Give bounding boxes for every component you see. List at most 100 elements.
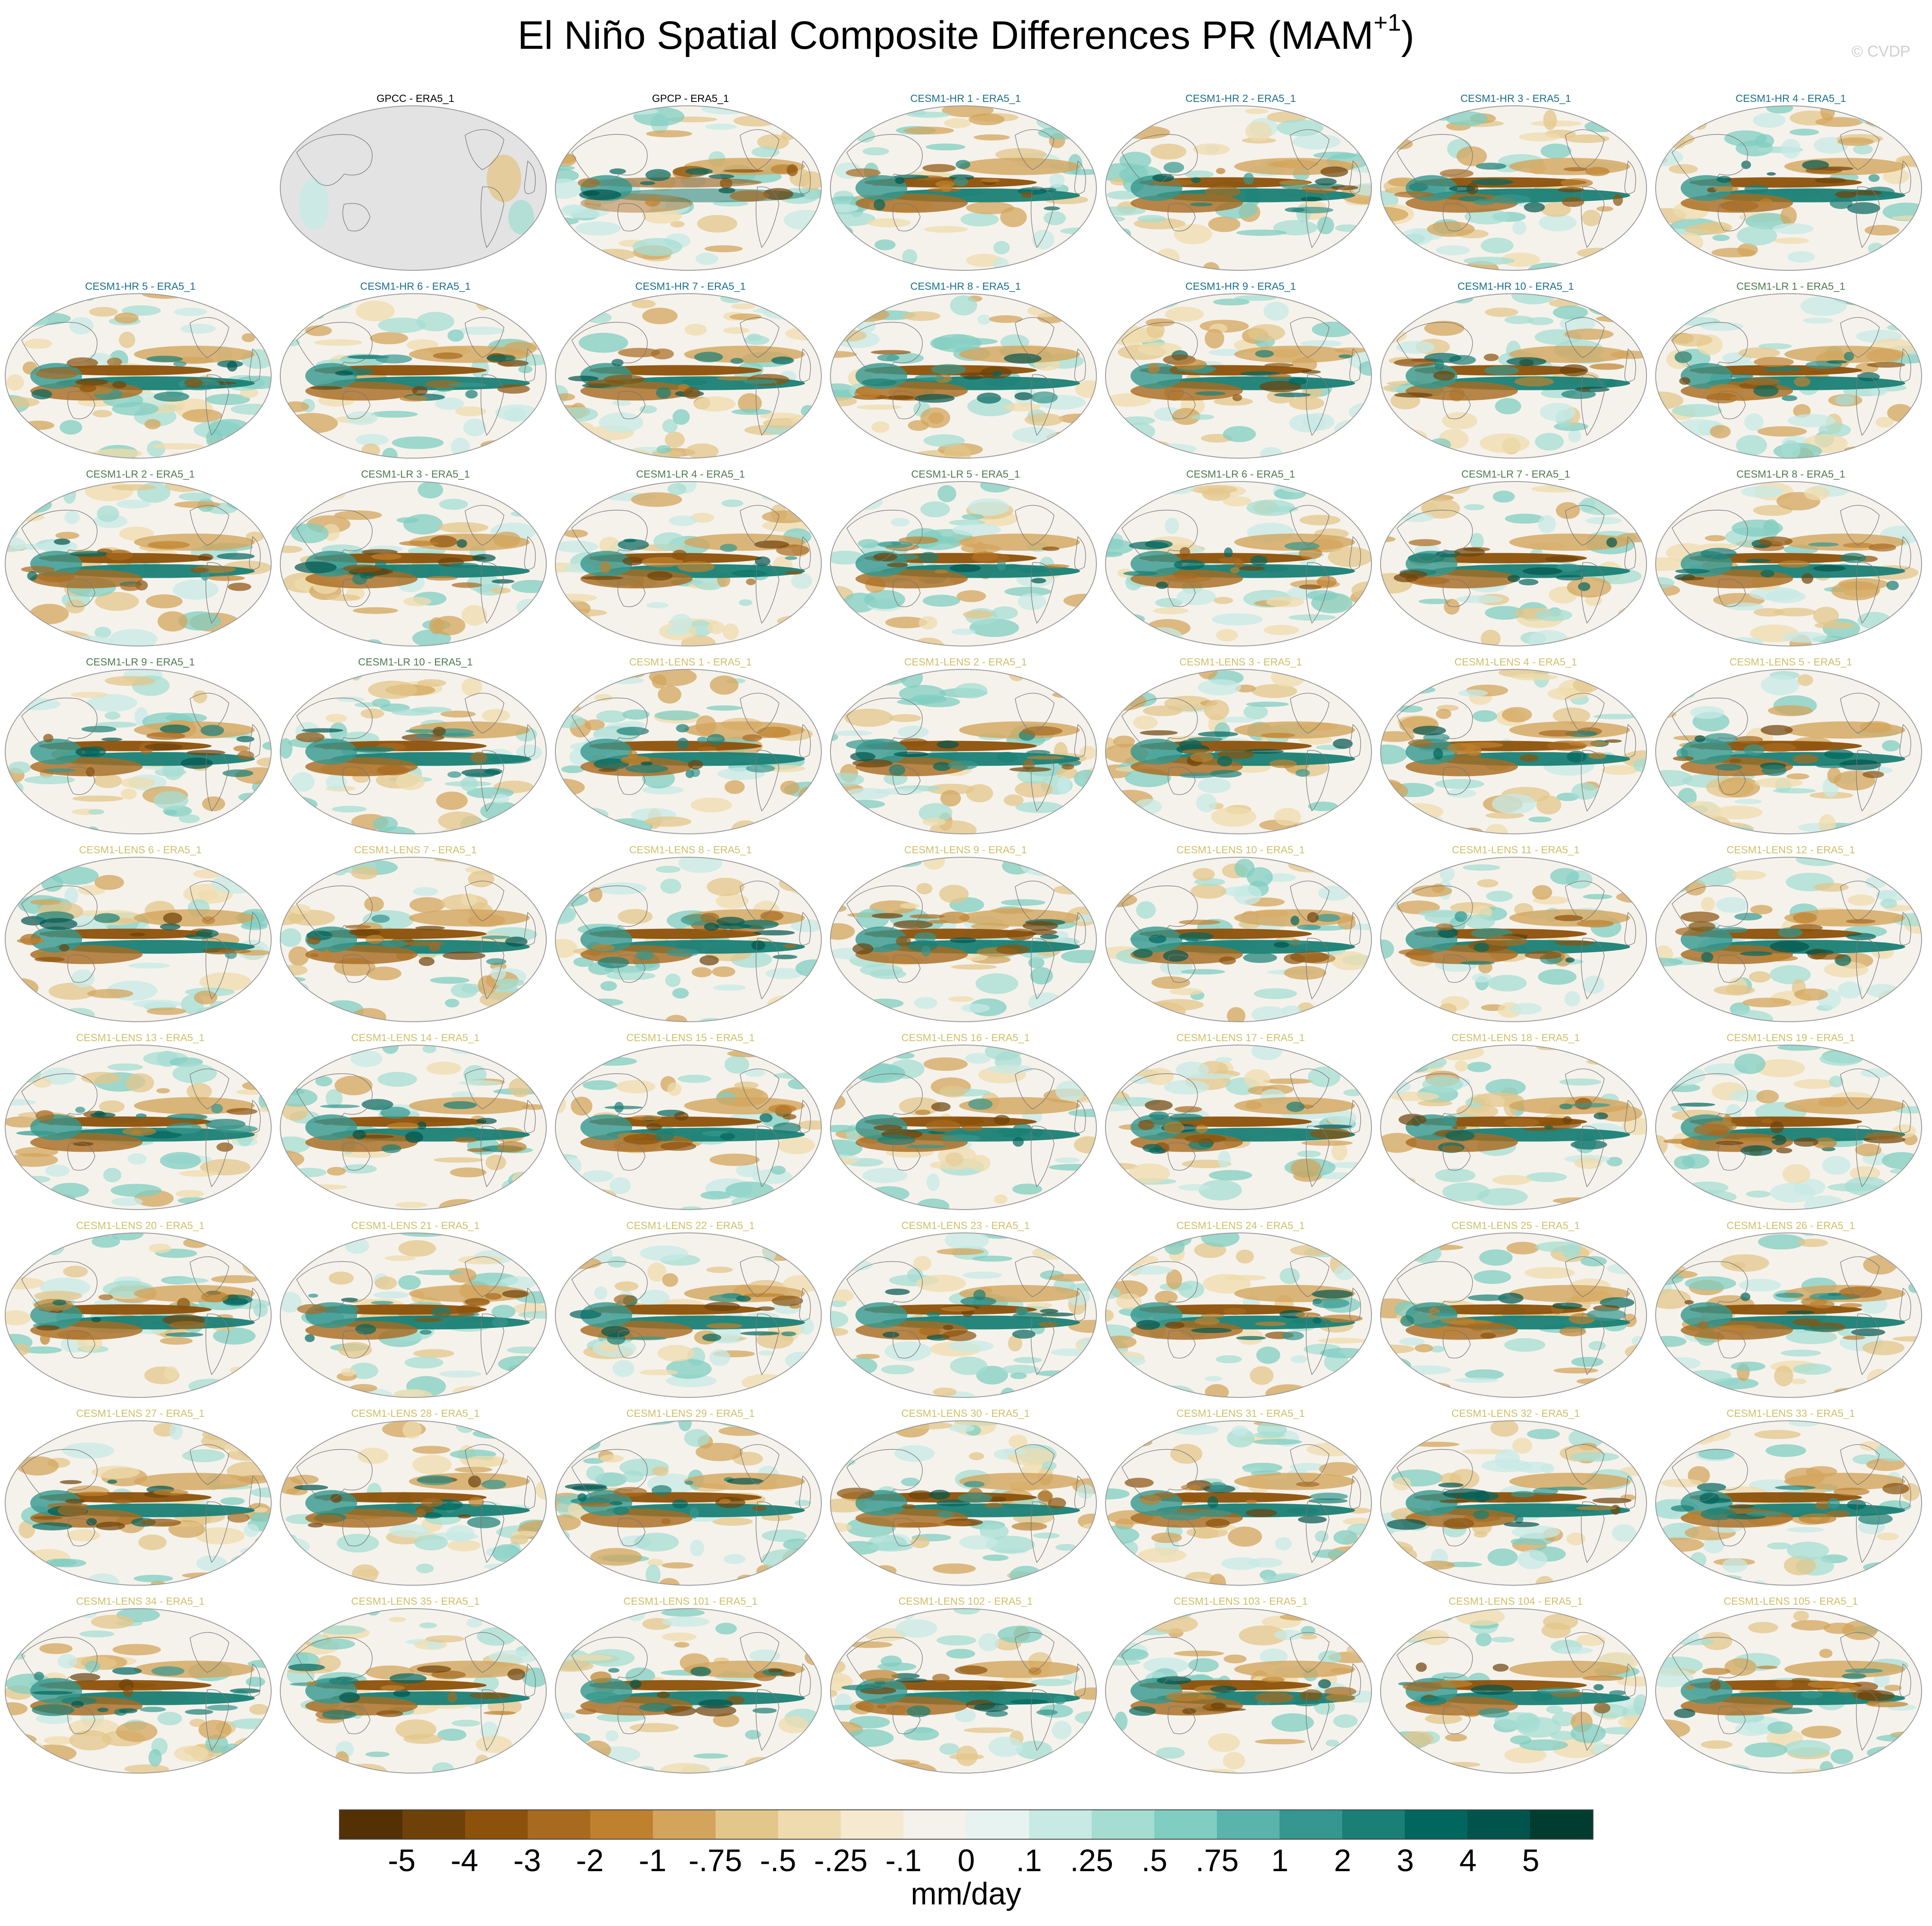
map-plot [1380,857,1647,1022]
colorbar-swatch [1279,1810,1342,1839]
map-panel: CESM1-LENS 6 - ERA5_1 [4,844,276,1028]
colorbar-tick-label: -.5 [760,1844,796,1878]
colorbar-tick-label: .1 [1016,1844,1042,1878]
map-plot [555,293,822,459]
colorbar-tick-label: .5 [1141,1844,1168,1878]
map-panel: CESM1-LR 10 - ERA5_1 [279,656,551,840]
colorbar-swatch [1029,1810,1092,1839]
panel-title: CESM1-HR 8 - ERA5_1 [910,281,1021,292]
map-plot [5,1608,272,1774]
colorbar-swatch [1154,1810,1217,1839]
panel-title: CESM1-LENS 103 - ERA5_1 [1173,1596,1308,1607]
map-plot [280,1608,547,1774]
panel-title: CESM1-HR 5 - ERA5_1 [85,281,196,292]
map-panel: CESM1-LENS 21 - ERA5_1 [279,1220,551,1403]
map-plot [5,857,272,1022]
colorbar-swatch [340,1810,403,1839]
colorbar-tick-label: -.1 [885,1844,922,1878]
map-plot [1380,669,1647,834]
map-panel: CESM1-LENS 9 - ERA5_1 [830,844,1102,1028]
map-panel: CESM1-LENS 26 - ERA5_1 [1655,1220,1927,1403]
panel-title: CESM1-LENS 21 - ERA5_1 [351,1220,480,1232]
map-panel: CESM1-LENS 18 - ERA5_1 [1380,1032,1652,1216]
colorbar-swatch [590,1810,653,1839]
colorbar-tick-label: -1 [639,1844,667,1878]
map-plot [555,1045,822,1210]
colorbar-swatch [778,1810,841,1839]
colorbar-swatch [1404,1810,1467,1839]
map-plot [1655,857,1922,1022]
panel-title: CESM1-LENS 32 - ERA5_1 [1451,1408,1580,1419]
map-panel: GPCP - ERA5_1 [554,93,827,276]
map-panel: CESM1-LR 5 - ERA5_1 [830,469,1102,652]
map-plot [1105,857,1372,1022]
panel-title: GPCC - ERA5_1 [376,93,455,105]
map-panel: CESM1-LENS 35 - ERA5_1 [279,1596,551,1779]
panel-title: CESM1-LENS 8 - ERA5_1 [629,844,752,856]
map-panel: CESM1-LR 8 - ERA5_1 [1655,469,1927,652]
map-panel: CESM1-LENS 11 - ERA5_1 [1380,844,1652,1028]
map-panel: CESM1-LR 3 - ERA5_1 [279,469,551,652]
map-plot [1655,293,1922,459]
panel-title: CESM1-LENS 102 - ERA5_1 [898,1596,1033,1607]
panel-title: CESM1-LENS 35 - ERA5_1 [351,1596,480,1607]
panel-title: CESM1-LENS 15 - ERA5_1 [626,1032,755,1044]
panel-title: CESM1-LENS 4 - ERA5_1 [1454,656,1577,668]
map-panel: CESM1-LENS 13 - ERA5_1 [4,1032,276,1216]
panel-title: CESM1-LENS 27 - ERA5_1 [76,1408,205,1419]
map-plot [555,105,822,271]
panel-title: CESM1-LENS 9 - ERA5_1 [904,844,1027,856]
map-plot [5,669,272,834]
panel-title: CESM1-LENS 101 - ERA5_1 [623,1596,758,1607]
map-panel: CESM1-LR 2 - ERA5_1 [4,469,276,652]
colorbar-tick-label: 1 [1271,1844,1289,1878]
map-plot [1655,1420,1922,1586]
map-panel: CESM1-LENS 27 - ERA5_1 [4,1408,276,1591]
panel-title: CESM1-LENS 34 - ERA5_1 [76,1596,205,1607]
colorbar-swatch [1091,1810,1154,1839]
panel-title: CESM1-LENS 7 - ERA5_1 [354,844,477,856]
map-panel: CESM1-LENS 23 - ERA5_1 [830,1220,1102,1403]
map-panel: CESM1-LENS 103 - ERA5_1 [1105,1596,1377,1779]
map-panel: CESM1-LENS 12 - ERA5_1 [1655,844,1927,1028]
colorbar-labels: -5 -4 -3 -2 -1 -.75 -.5 -.25 -.1 0 .1 .25 .5 .75 1 2 3 4 5 [339,1843,1593,1878]
panel-title: CESM1-LENS 3 - ERA5_1 [1179,656,1302,668]
map-plot [280,481,547,646]
map-panel: CESM1-LENS 104 - ERA5_1 [1380,1596,1652,1779]
map-plot [280,857,547,1022]
panel-title: CESM1-LENS 12 - ERA5_1 [1726,844,1855,856]
map-panel: CESM1-LR 7 - ERA5_1 [1380,469,1652,652]
map-panel: CESM1-LENS 4 - ERA5_1 [1380,656,1652,840]
map-plot [1655,1232,1922,1398]
panel-title: CESM1-LR 8 - ERA5_1 [1736,469,1846,480]
map-panel: CESM1-HR 6 - ERA5_1 [279,281,551,464]
map-plot [1380,1608,1647,1774]
map-plot [1655,105,1922,271]
map-plot [1105,105,1372,271]
map-plot [280,669,547,834]
panel-title: CESM1-LENS 104 - ERA5_1 [1448,1596,1583,1607]
map-panel: CESM1-LENS 24 - ERA5_1 [1105,1220,1377,1403]
map-plot [280,105,547,271]
map-panel: CESM1-LR 4 - ERA5_1 [554,469,827,652]
map-plot [830,1232,1097,1398]
colorbar-tick-label: -4 [450,1844,478,1878]
panel-title: CESM1-LENS 5 - ERA5_1 [1729,656,1853,668]
map-panel: CESM1-LENS 28 - ERA5_1 [279,1408,551,1591]
map-panel: CESM1-LENS 5 - ERA5_1 [1655,656,1927,840]
map-plot [1655,669,1922,834]
panel-title: CESM1-LENS 29 - ERA5_1 [626,1408,755,1419]
panel-title: CESM1-LENS 11 - ERA5_1 [1452,844,1580,856]
map-panel: CESM1-LENS 32 - ERA5_1 [1380,1408,1652,1591]
map-plot [830,669,1097,834]
colorbar-swatch [653,1810,716,1839]
panel-title: CESM1-LENS 25 - ERA5_1 [1451,1220,1580,1232]
panel-title: CESM1-LENS 17 - ERA5_1 [1176,1032,1305,1044]
panel-title: CESM1-HR 10 - ERA5_1 [1457,281,1574,292]
colorbar-swatch [716,1810,779,1839]
colorbar-tick-label: 2 [1333,1844,1352,1878]
map-plot [830,1420,1097,1586]
panel-title: CESM1-LR 4 - ERA5_1 [636,469,745,480]
colorbar [339,1809,1593,1840]
colorbar-tick-label: -.75 [688,1844,742,1878]
